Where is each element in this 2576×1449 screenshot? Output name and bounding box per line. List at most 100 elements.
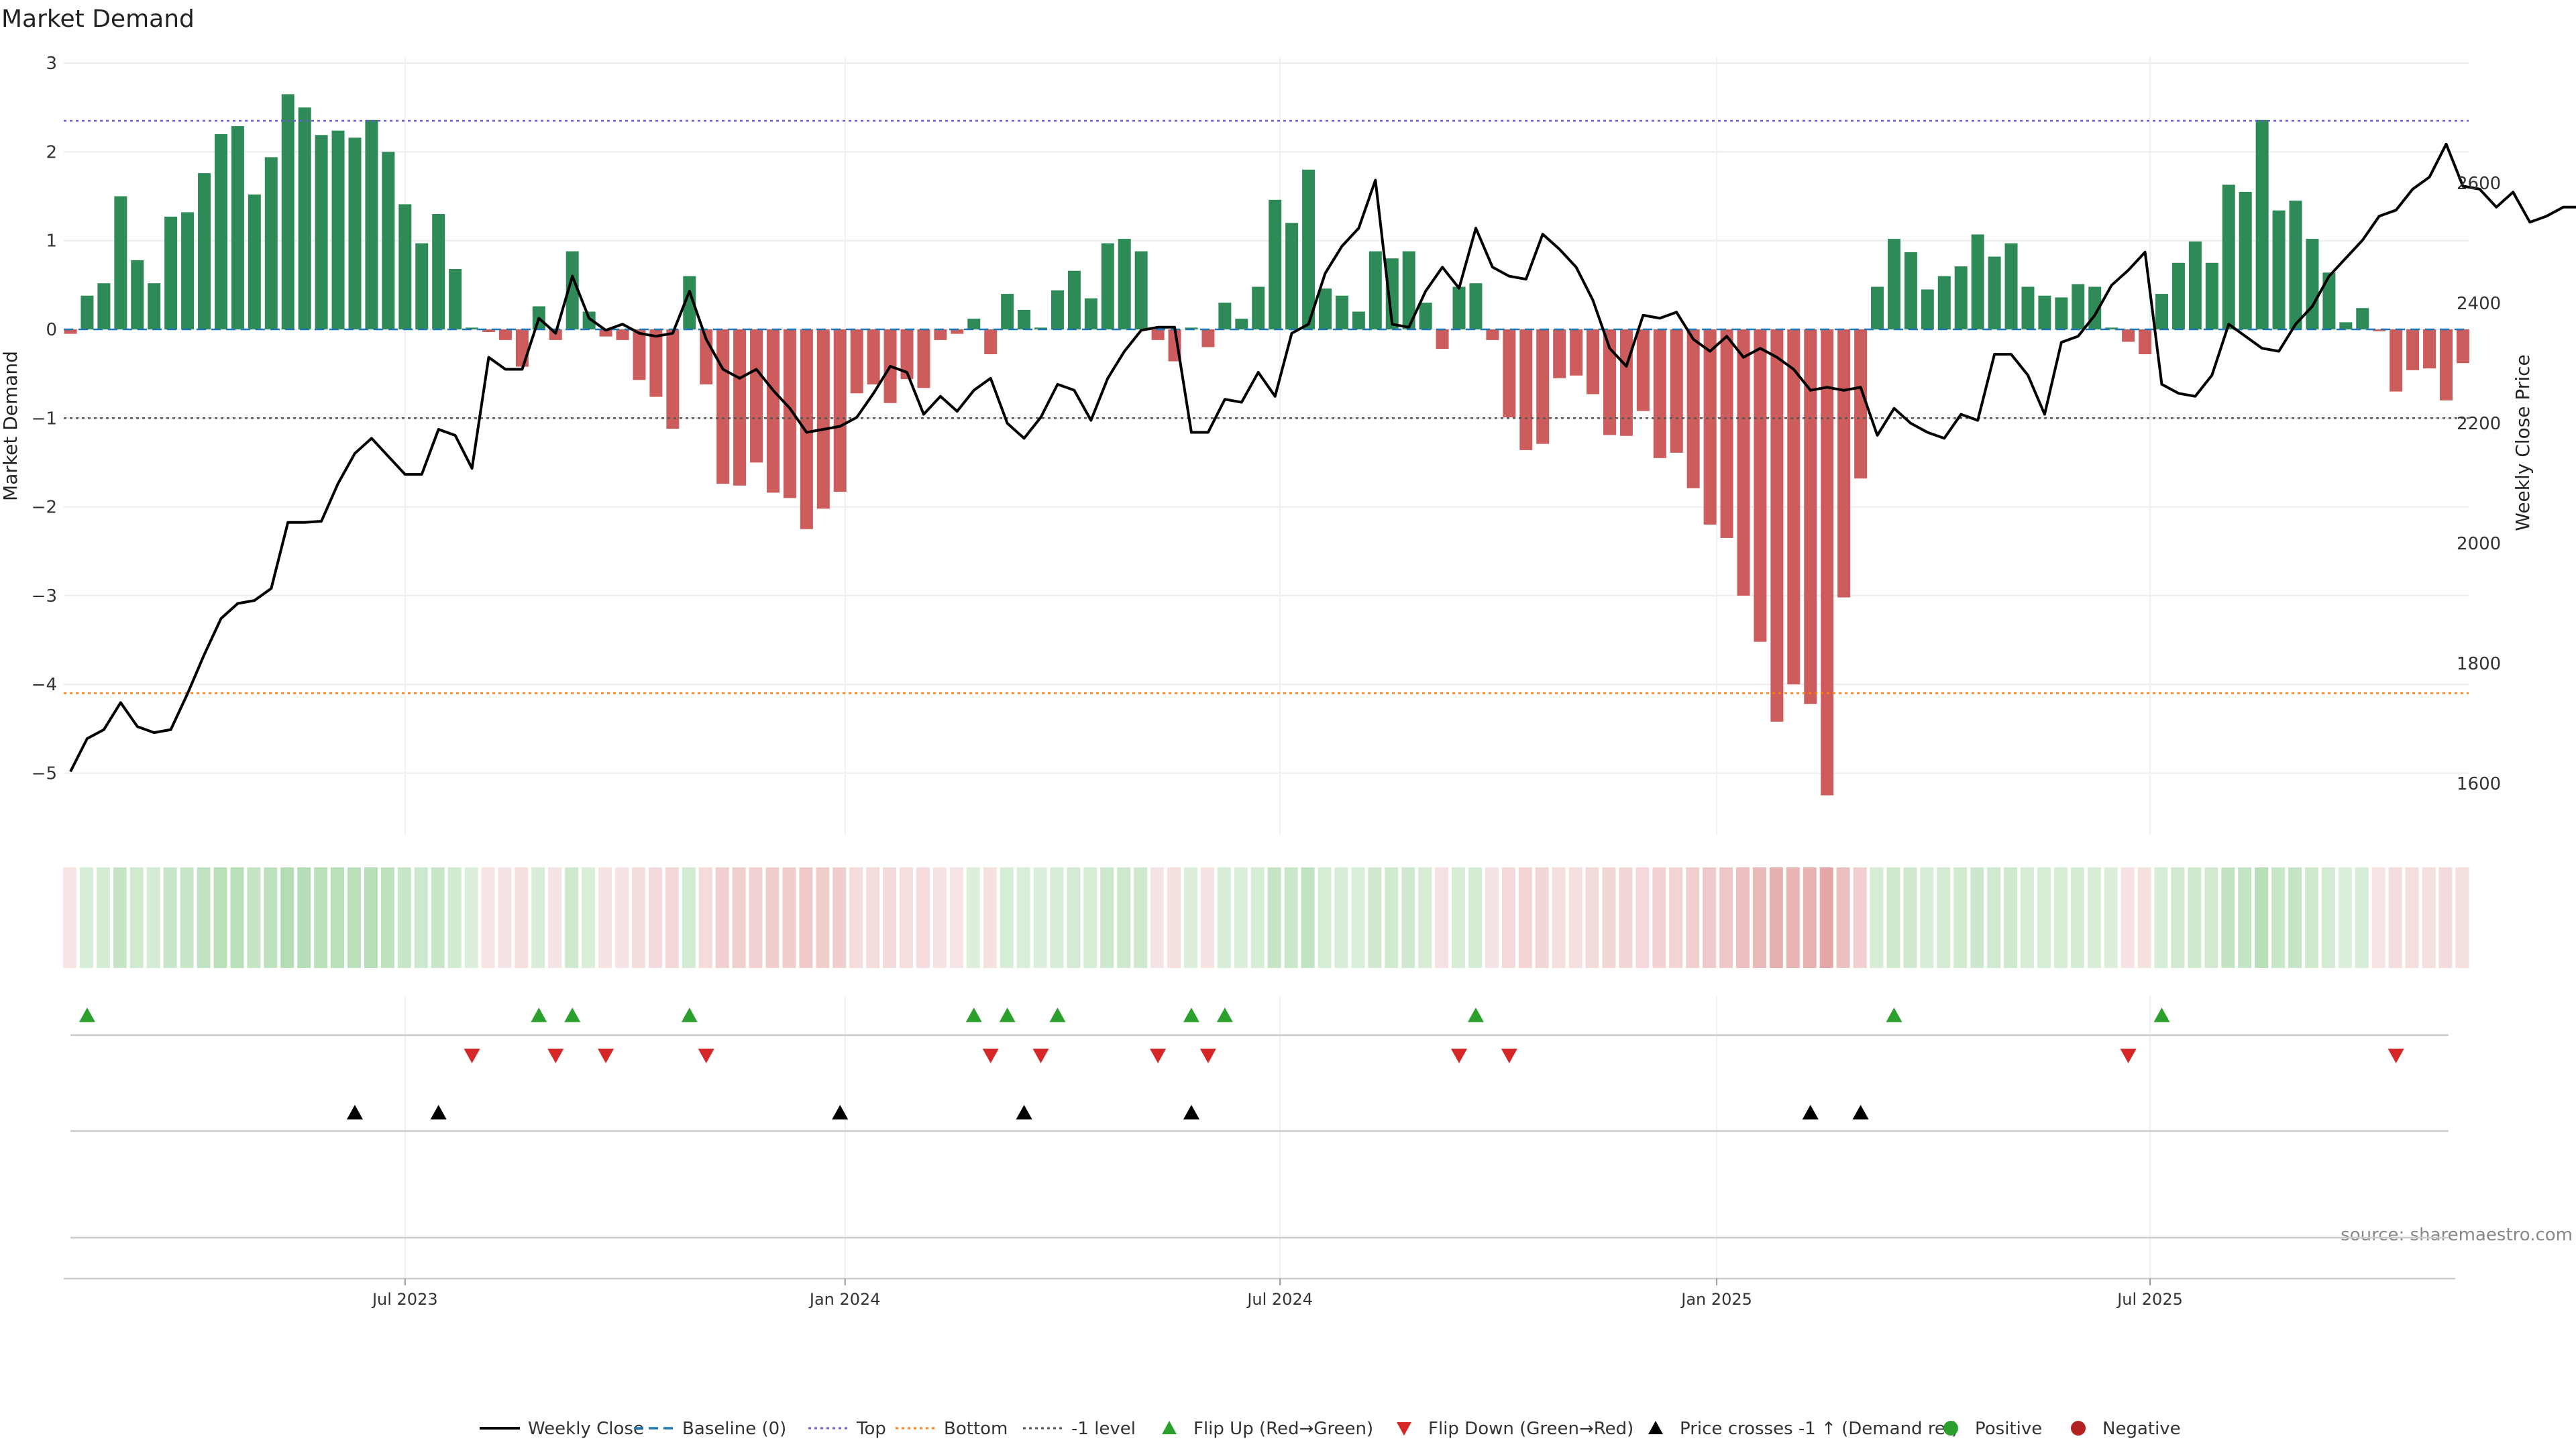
- chart-title: Market Demand: [1, 5, 195, 33]
- demand-bar: [2339, 322, 2353, 329]
- demand-bar: [298, 107, 311, 329]
- flip-down-marker: [1032, 1049, 1049, 1063]
- demand-bar: [331, 130, 345, 329]
- heat-cell: [799, 867, 813, 968]
- heat-cell: [180, 867, 194, 968]
- demand-bar: [515, 329, 529, 367]
- legend-label: Negative: [2102, 1419, 2181, 1439]
- x-ticks: Jul 2023 Jan 2024 Jul 2024 Jan 2025 Jul 2025: [371, 1279, 2183, 1309]
- heat-cell: [431, 867, 445, 968]
- demand-bar: [2456, 329, 2469, 364]
- demand-bar: [1218, 303, 1232, 329]
- heat-cell: [1568, 867, 1582, 968]
- heat-cell: [2355, 867, 2369, 968]
- demand-bar: [1001, 294, 1014, 329]
- heat-cell: [264, 867, 278, 968]
- demand-bar: [900, 329, 914, 380]
- heat-cell: [2004, 867, 2018, 968]
- heat-cell: [849, 867, 863, 968]
- demand-bar: [1904, 252, 1917, 329]
- demand-bar: [1101, 243, 1114, 329]
- demand-bar: [449, 269, 462, 329]
- demand-bar: [2205, 262, 2218, 329]
- heat-cell: [213, 867, 227, 968]
- flip-up-marker: [531, 1008, 547, 1022]
- demand-bar: [1285, 223, 1299, 329]
- demand-bar: [1754, 329, 1767, 642]
- demand-bar: [1553, 329, 1566, 378]
- demand-bar: [1536, 329, 1550, 444]
- legend-label: Weekly Close: [528, 1419, 644, 1439]
- demand-bar: [198, 173, 211, 329]
- demand-bar: [867, 329, 880, 385]
- demand-bar: [264, 157, 278, 329]
- price-cross-marker: [832, 1105, 849, 1120]
- demand-bar: [2155, 294, 2168, 329]
- heat-cell: [2422, 867, 2436, 968]
- heat-cell: [230, 867, 244, 968]
- heat-cell: [63, 867, 76, 968]
- heat-cell: [1552, 867, 1566, 968]
- heat-cell: [1067, 867, 1081, 968]
- heat-cell: [2070, 867, 2084, 968]
- heat-cell: [1736, 867, 1750, 968]
- heat-cell: [1535, 867, 1549, 968]
- demand-bar: [498, 329, 512, 340]
- demand-bar: [1084, 298, 1097, 329]
- demand-bar: [1486, 329, 1499, 340]
- heat-cell: [715, 867, 729, 968]
- demand-bar: [466, 327, 479, 329]
- heat-cell: [749, 867, 763, 968]
- demand-bar: [1134, 251, 1148, 329]
- heat-cell: [665, 867, 679, 968]
- heat-cell: [782, 867, 796, 968]
- demand-bar: [1185, 327, 1198, 329]
- demand-bar: [951, 329, 964, 334]
- heat-cell: [1267, 867, 1281, 968]
- heat-cell: [1167, 867, 1181, 968]
- demand-bar: [1837, 329, 1851, 598]
- y-tick-label: 0: [46, 320, 57, 340]
- demand-bar: [1269, 199, 1282, 329]
- heat-cell: [1250, 867, 1265, 968]
- demand-bars: [64, 94, 2469, 796]
- demand-bar: [1235, 319, 1248, 329]
- heat-cell: [314, 867, 328, 968]
- demand-bar: [733, 329, 747, 486]
- demand-bar: [214, 133, 227, 329]
- y2-ticks: 2600 2400 2200 2000 1800 1600: [2457, 174, 2501, 794]
- heat-cell: [1920, 867, 1934, 968]
- heat-cell: [331, 867, 345, 968]
- grid-lines: [64, 57, 2469, 1281]
- heat-cell: [1385, 867, 1399, 968]
- heat-cell: [2321, 867, 2335, 968]
- demand-bar: [2188, 241, 2202, 329]
- demand-bar: [2038, 295, 2051, 329]
- demand-bar: [181, 212, 195, 329]
- heat-cell: [1083, 867, 1097, 968]
- heat-cell: [1334, 867, 1348, 968]
- y2-axis-label: Weekly Close Price: [2512, 354, 2534, 531]
- weekly-close-line: [69, 142, 2576, 773]
- legend-label: -1 level: [1071, 1419, 1136, 1439]
- heat-cell: [1752, 867, 1766, 968]
- flip-down-marker: [547, 1049, 564, 1063]
- heat-cell: [96, 867, 110, 968]
- demand-bar: [2222, 184, 2235, 329]
- x-tick-label: Jan 2024: [808, 1290, 881, 1309]
- demand-bar: [1653, 329, 1666, 458]
- demand-bar: [1921, 289, 1934, 329]
- heat-cell: [2121, 867, 2135, 968]
- flip-down-marker: [598, 1049, 614, 1063]
- demand-bar: [816, 329, 830, 509]
- demand-bar: [1737, 329, 1750, 596]
- demand-bar: [348, 138, 362, 329]
- demand-bar: [934, 329, 947, 340]
- demand-bar: [1151, 329, 1165, 340]
- legend-label: Price crosses -1 ↑ (Demand ref): [1680, 1419, 1958, 1439]
- heat-cell: [481, 867, 495, 968]
- demand-bar: [917, 329, 930, 388]
- demand-bar: [1587, 329, 1600, 394]
- demand-bar: [482, 329, 495, 332]
